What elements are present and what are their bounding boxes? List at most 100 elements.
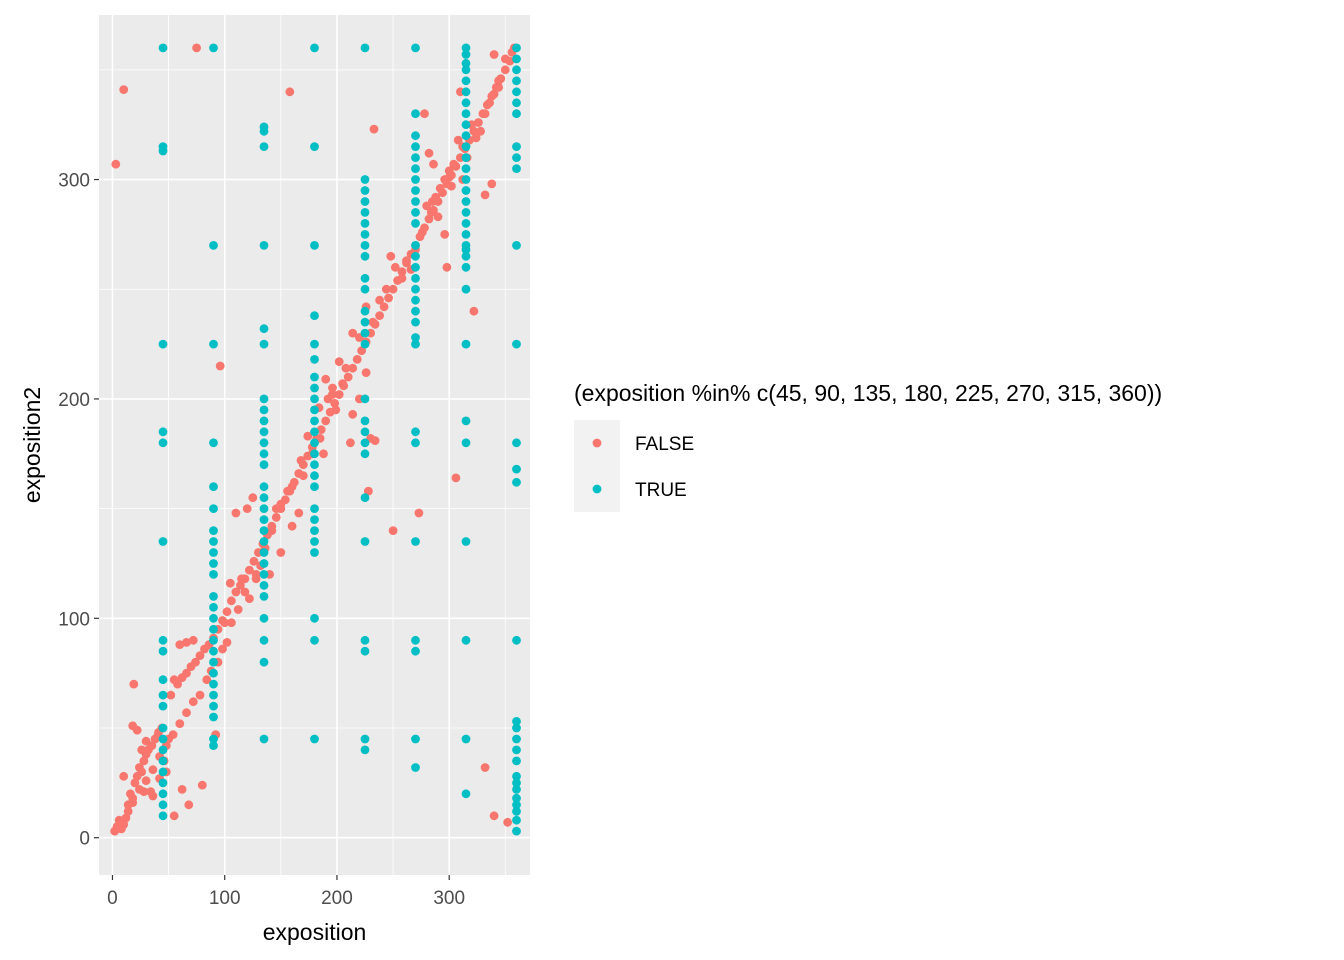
point-true [461, 262, 471, 272]
x-axis-ticks: 0 100 200 300 [107, 875, 465, 909]
point-false [370, 436, 380, 445]
point-true [411, 763, 420, 772]
point-false [141, 736, 151, 746]
point-true [209, 602, 218, 612]
point-false [334, 390, 344, 399]
point-true [158, 635, 168, 645]
point-true [360, 427, 370, 437]
point-false [388, 526, 398, 535]
point-false [489, 811, 499, 821]
point-false [220, 618, 230, 628]
point-true [259, 592, 269, 601]
point-false [192, 43, 202, 53]
point-true [411, 186, 420, 195]
point-true [259, 515, 269, 524]
point-false [500, 54, 510, 64]
point-true [209, 635, 218, 645]
point-true [461, 416, 471, 426]
point-false [348, 363, 358, 373]
point-false [435, 183, 445, 193]
point-true [310, 311, 319, 320]
point-true [158, 767, 168, 777]
point-false [303, 431, 313, 441]
point-true [158, 778, 168, 788]
point-true [259, 504, 269, 513]
point-true [512, 734, 521, 744]
point-true [209, 339, 218, 349]
point-false [369, 124, 379, 134]
point-true [411, 109, 420, 119]
point-false [240, 587, 250, 597]
point-true [360, 493, 370, 503]
x-tick-label: 0 [107, 888, 118, 909]
point-true [461, 50, 471, 59]
legend-key-false [592, 438, 602, 448]
point-true [461, 120, 471, 130]
point-true [512, 800, 521, 810]
point-false [397, 273, 407, 283]
point-true [209, 592, 218, 601]
point-true [512, 43, 521, 53]
point-true [411, 43, 420, 53]
point-true [259, 635, 269, 645]
point-true [411, 284, 420, 294]
point-false [245, 594, 254, 603]
point-true [461, 98, 471, 108]
point-true [360, 284, 370, 294]
point-false [137, 767, 147, 777]
point-false [188, 635, 198, 645]
point-false [429, 159, 438, 169]
point-true [259, 559, 269, 568]
point-false [444, 166, 454, 176]
point-true [158, 675, 168, 685]
point-false [424, 148, 434, 158]
point-true [310, 416, 319, 426]
point-false [225, 578, 235, 588]
point-false [231, 587, 241, 597]
point-true [209, 504, 218, 513]
point-false [222, 607, 232, 617]
point-true [209, 690, 218, 700]
point-true [310, 383, 319, 393]
point-false [249, 556, 259, 566]
point-false [341, 363, 351, 373]
point-true [461, 284, 471, 294]
point-true [360, 208, 370, 217]
point-true [461, 43, 471, 53]
point-false [130, 778, 140, 788]
point-true [360, 635, 370, 645]
point-true [209, 668, 218, 678]
point-true [461, 339, 471, 349]
point-true [512, 717, 521, 726]
legend-label-true: TRUE [635, 480, 687, 501]
point-true [209, 712, 218, 722]
point-true [310, 482, 319, 492]
point-true [209, 701, 218, 711]
point-true [259, 613, 269, 623]
x-tick-label: 100 [209, 888, 241, 909]
point-false [375, 311, 384, 320]
point-false [177, 785, 187, 794]
point-false [346, 438, 355, 448]
point-true [360, 241, 370, 250]
point-true [411, 273, 420, 283]
y-tick-label: 300 [58, 171, 90, 192]
point-true [411, 197, 420, 206]
point-true [360, 416, 370, 426]
point-true [209, 679, 218, 689]
point-false [218, 644, 227, 654]
point-true [360, 43, 370, 53]
point-false [474, 118, 483, 127]
point-true [259, 657, 269, 667]
point-true [360, 745, 370, 755]
point-false [381, 284, 391, 294]
point-true [461, 208, 471, 217]
y-axis-ticks: 0 100 200 300 [58, 171, 99, 850]
point-true [209, 526, 218, 535]
point-true [411, 164, 420, 174]
point-false [182, 708, 191, 718]
legend-title: (exposition %in% c(45, 90, 135, 180, 225… [574, 380, 1162, 406]
point-true [310, 372, 319, 382]
point-true [411, 734, 420, 744]
point-true [360, 734, 370, 744]
